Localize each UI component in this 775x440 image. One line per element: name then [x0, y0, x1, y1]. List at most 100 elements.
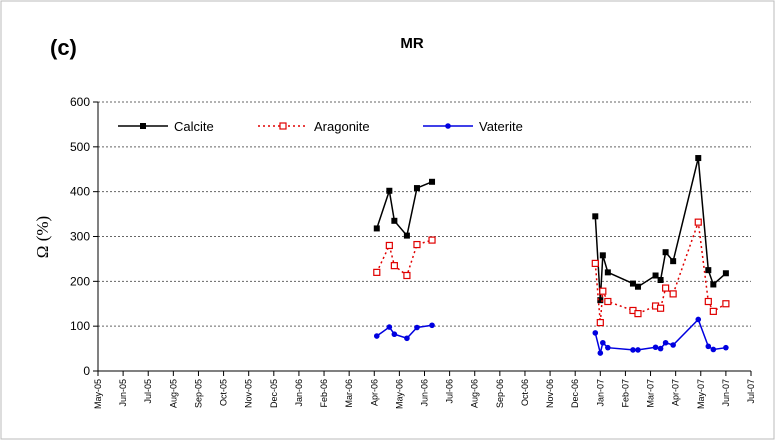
y-tick-label: 100	[70, 319, 90, 333]
marker	[662, 339, 669, 346]
x-tick-label: Jan-07	[595, 379, 605, 407]
marker	[413, 185, 420, 192]
marker	[652, 272, 659, 279]
marker	[657, 345, 664, 352]
marker	[704, 297, 712, 306]
legend-label: Vaterite	[479, 119, 523, 134]
x-tick-label: Dec-06	[570, 379, 580, 408]
x-tick-label: Oct-05	[219, 379, 229, 406]
marker	[695, 155, 702, 162]
marker	[670, 342, 676, 348]
x-tick-label: Dec-05	[269, 379, 279, 408]
marker	[596, 318, 604, 327]
x-tick-label: Jul-05	[143, 379, 153, 404]
marker	[386, 187, 393, 194]
marker	[695, 316, 702, 323]
y-tick-label: 300	[70, 230, 90, 244]
marker	[373, 225, 380, 232]
x-tick-label: Jul-07	[746, 379, 756, 404]
marker	[634, 310, 642, 318]
marker	[630, 347, 636, 353]
y-axis-label: Ω (%)	[33, 216, 52, 258]
x-tick-label: May-06	[394, 379, 404, 409]
marker	[652, 344, 659, 351]
x-tick-label: Apr-07	[671, 379, 681, 406]
marker	[414, 324, 420, 331]
x-tick-label: Jul-06	[445, 379, 455, 404]
chart-title: MR	[400, 35, 423, 52]
x-tick-label: Feb-07	[620, 379, 630, 408]
marker	[669, 290, 677, 298]
marker	[403, 271, 411, 280]
marker	[605, 344, 611, 351]
x-tick-label: Apr-06	[369, 379, 379, 406]
marker	[722, 300, 730, 308]
y-tick-label: 400	[70, 185, 90, 199]
y-tick-label: 200	[70, 274, 90, 288]
marker	[657, 276, 664, 283]
marker	[373, 268, 381, 276]
x-tick-label: Sep-06	[495, 379, 505, 408]
marker	[599, 287, 607, 295]
marker	[391, 217, 398, 224]
marker	[662, 249, 669, 256]
x-tick-label: Nov-05	[244, 379, 254, 408]
x-tick-label: Nov-06	[545, 379, 555, 408]
legend-marker	[140, 123, 146, 129]
marker	[635, 347, 641, 353]
x-tick-label: Jun-06	[420, 379, 430, 407]
marker	[710, 281, 717, 288]
x-tick-label: Aug-06	[470, 379, 480, 408]
x-tick-label: Mar-07	[646, 379, 656, 408]
marker	[604, 297, 612, 306]
legend-marker	[279, 122, 287, 130]
marker	[705, 267, 712, 274]
marker	[599, 252, 606, 259]
x-tick-label: May-07	[696, 379, 706, 409]
x-tick-label: Mar-06	[344, 379, 354, 408]
marker	[597, 297, 604, 304]
marker	[694, 218, 702, 226]
legend-label: Aragonite	[314, 119, 370, 134]
marker	[662, 284, 670, 292]
x-tick-label: Sep-05	[193, 379, 203, 408]
marker	[634, 283, 641, 290]
marker	[428, 236, 436, 244]
marker	[592, 330, 599, 336]
marker	[390, 262, 398, 270]
marker	[404, 335, 410, 342]
marker	[670, 258, 677, 265]
y-tick-label: 0	[83, 364, 90, 378]
y-tick-label: 500	[70, 140, 90, 154]
marker	[413, 240, 421, 249]
marker	[386, 324, 393, 330]
marker	[705, 343, 712, 350]
x-tick-label: Aug-05	[168, 379, 178, 408]
marker	[600, 339, 606, 346]
marker	[597, 350, 604, 356]
marker	[385, 241, 393, 250]
marker	[710, 346, 717, 353]
marker	[629, 280, 636, 287]
x-tick-label: Oct-06	[520, 379, 530, 406]
marker	[723, 344, 729, 351]
panel-label: (c)	[50, 35, 77, 60]
y-tick-label: 600	[70, 95, 90, 109]
x-tick-label: Jan-06	[294, 379, 304, 407]
marker	[604, 269, 611, 276]
marker	[709, 307, 717, 315]
legend-marker	[445, 123, 451, 129]
legend-label: Calcite	[174, 119, 214, 134]
marker	[373, 333, 380, 339]
marker	[391, 331, 398, 338]
marker	[656, 304, 665, 312]
marker	[403, 232, 410, 239]
x-tick-label: Feb-06	[319, 379, 329, 408]
marker	[591, 259, 599, 267]
marker	[429, 178, 436, 185]
x-tick-label: Jun-05	[118, 379, 128, 407]
marker	[592, 213, 599, 220]
marker	[722, 270, 729, 277]
